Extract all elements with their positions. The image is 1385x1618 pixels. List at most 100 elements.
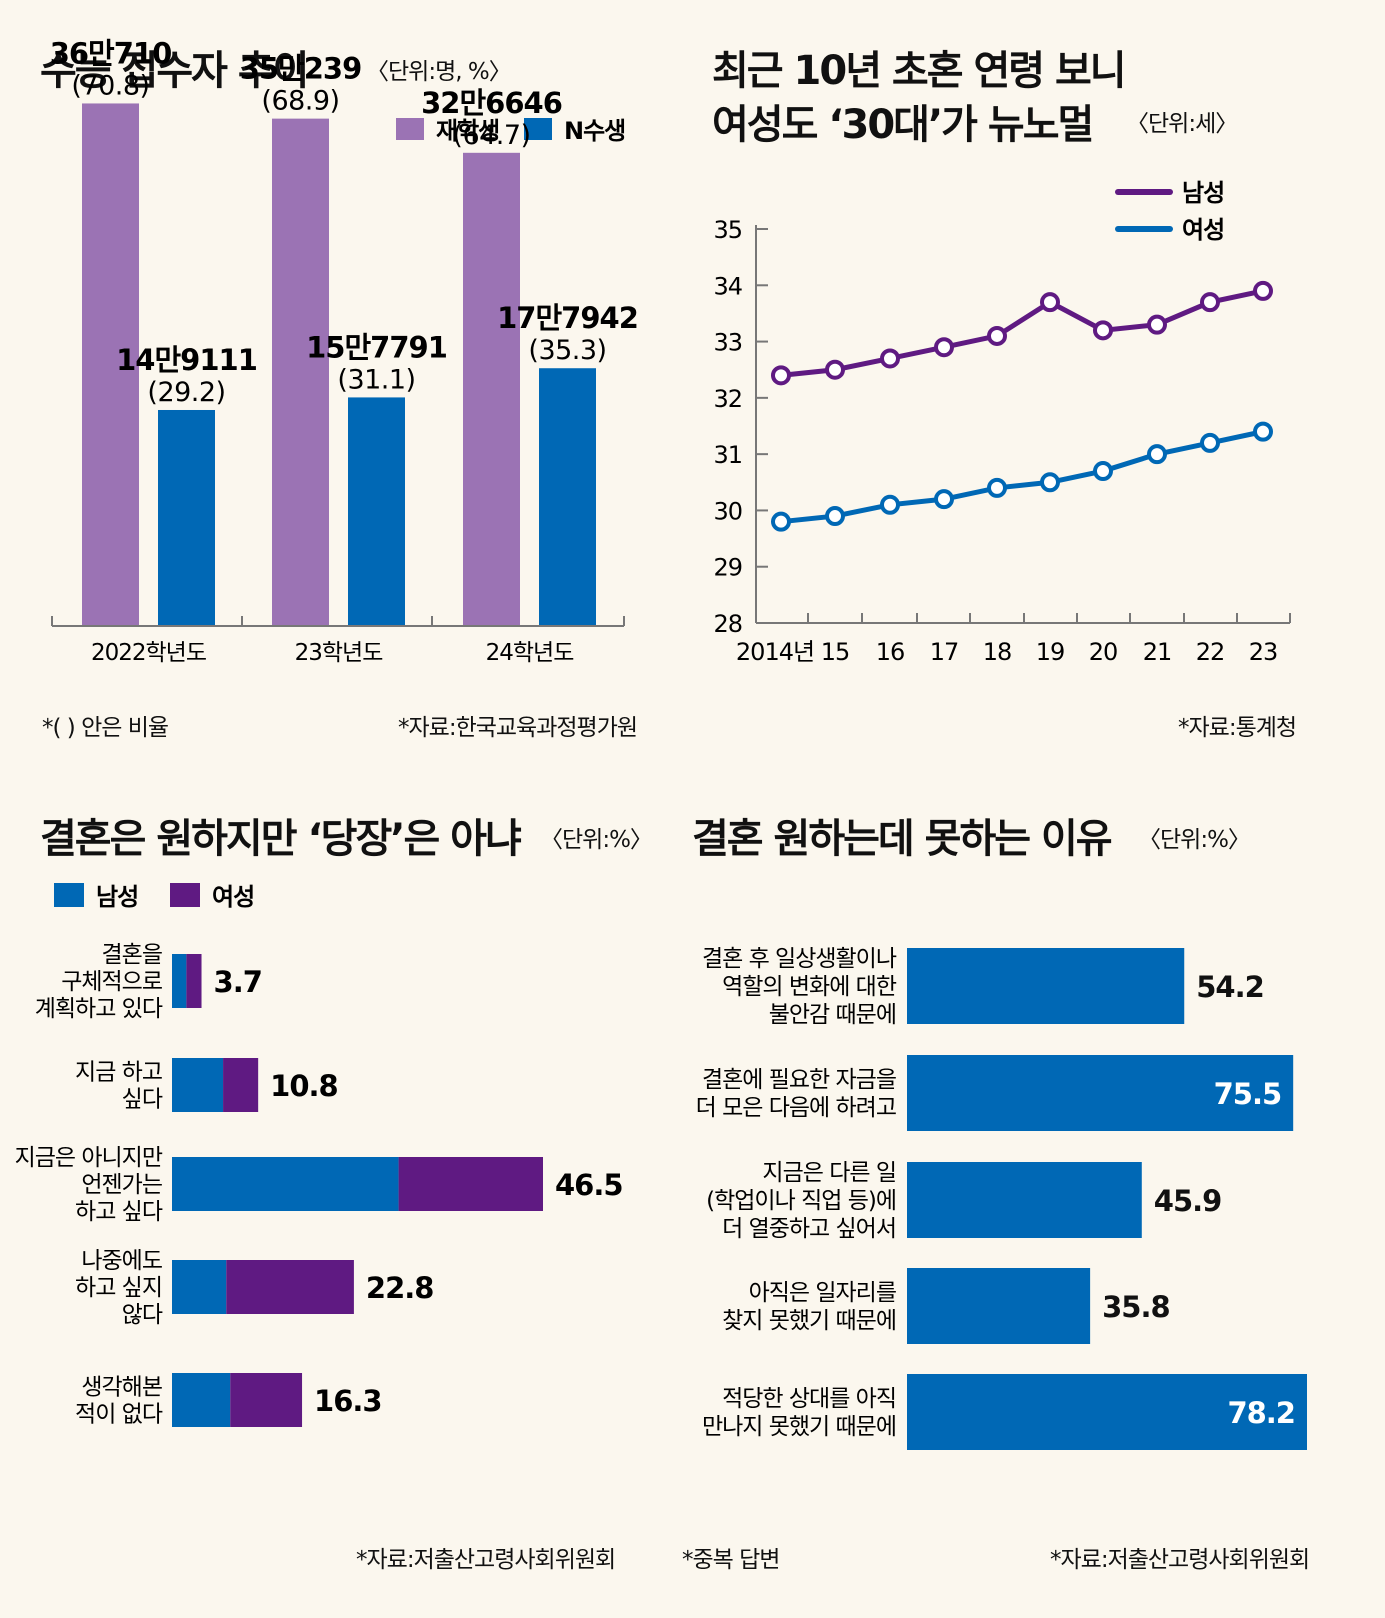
bar-male — [172, 1157, 399, 1211]
data-point — [1200, 292, 1220, 313]
data-point — [1147, 444, 1167, 465]
bar-value-label: 15만7791 — [306, 330, 447, 364]
category-label: 아직은 일자리를 — [749, 1280, 896, 1306]
data-point — [880, 348, 900, 369]
x-tick-label: 15 — [821, 638, 850, 666]
bar-total-label: 10.8 — [270, 1069, 338, 1103]
data-point — [1253, 421, 1273, 442]
bar-reason — [907, 1055, 1294, 1131]
panel1-title: 수능 접수자 추이 — [40, 48, 309, 94]
y-tick-label: 35 — [713, 216, 742, 244]
category-label: 결혼을 — [102, 942, 162, 968]
panel3-title: 결혼은 원하지만 ‘당장’은 아냐 — [40, 816, 522, 862]
data-point — [987, 477, 1007, 498]
data-point — [771, 365, 791, 386]
category-label: (학업이나 직업 등)에 — [706, 1188, 896, 1214]
legend-swatch-0 — [396, 118, 424, 140]
x-tick-label: 22 — [1196, 638, 1225, 666]
data-point — [1093, 461, 1113, 482]
bar-total-label: 46.5 — [555, 1168, 623, 1202]
bar-share-label: (68.9) — [261, 86, 339, 117]
bar-value-label: 36만710 — [50, 36, 172, 70]
bar-1-0 — [272, 118, 329, 627]
bar-share-label: (31.1) — [337, 364, 415, 395]
data-point — [934, 489, 954, 510]
panel2-unit: 〈단위:세〉 — [1126, 111, 1238, 137]
category-label: 지금 하고 — [75, 1060, 162, 1086]
panel4-title: 결혼 원하는데 못하는 이유 — [692, 816, 1113, 862]
category-label: 지금은 아니지만 — [15, 1145, 163, 1171]
panel2-title-line2: 여성도 ‘30대’가 뉴노멀 — [712, 102, 1094, 148]
bar-value-label: 78.2 — [1227, 1396, 1295, 1430]
bar-share-label: (29.2) — [147, 377, 225, 408]
bar-female — [186, 954, 202, 1008]
data-point — [987, 325, 1007, 346]
panel2-title-line1: 최근 10년 초혼 연령 보니 — [712, 48, 1127, 94]
category-label: 하고 싶지 — [75, 1275, 162, 1301]
y-tick-label: 32 — [713, 385, 742, 413]
x-tick-label: 20 — [1089, 638, 1118, 666]
bar-value-label: 54.2 — [1196, 970, 1264, 1004]
x-tick-label: 18 — [983, 638, 1012, 666]
bar-value-label: 35.8 — [1102, 1290, 1170, 1324]
chart-applicants: 재학생 N수생 36만710(70.8) 14만9111(29.2) 2022학년도 35… — [50, 36, 639, 666]
bar-0-1 — [158, 409, 215, 626]
data-point — [1253, 280, 1273, 301]
legend-swatch-1 — [524, 118, 552, 140]
data-point — [1147, 314, 1167, 335]
x-tick-label: 19 — [1036, 638, 1065, 666]
bar-female — [226, 1260, 354, 1314]
bar-value-label: 35만239 — [240, 52, 362, 86]
category-label: 만나지 못했기 때문에 — [702, 1414, 896, 1440]
category-label: 않다 — [122, 1302, 163, 1328]
panel3-unit: 〈단위:%〉 — [540, 827, 653, 853]
bar-total-label: 16.3 — [314, 1384, 382, 1418]
y-tick-label: 34 — [713, 272, 742, 300]
legend-swatch-male — [54, 883, 84, 907]
panel1-source: *자료:한국교육과정평가원 — [398, 715, 638, 741]
x-tick-label: 2014년 — [736, 638, 814, 666]
bar-female — [223, 1058, 259, 1112]
x-tick-label: 17 — [930, 638, 959, 666]
x-tick-label: 23학년도 — [295, 640, 383, 666]
category-label: 지금은 다른 일 — [762, 1160, 896, 1186]
bar-female — [230, 1373, 303, 1427]
bar-value-label: 32만6646 — [421, 86, 562, 120]
category-label: 나중에도 — [81, 1248, 162, 1274]
y-tick-label: 30 — [713, 497, 742, 525]
panel4-note: *중복 답변 — [682, 1547, 780, 1573]
category-label: 싶다 — [122, 1087, 163, 1113]
panel1-note: *( ) 안은 비율 — [42, 715, 169, 741]
category-label: 찾지 못했기 때문에 — [722, 1308, 896, 1334]
x-tick-label: 16 — [876, 638, 905, 666]
bar-2-1 — [539, 368, 596, 626]
category-label: 적이 없다 — [75, 1402, 163, 1428]
series-line-0 — [780, 288, 1264, 378]
category-label: 불안감 때문에 — [769, 1002, 896, 1028]
category-label: 구체적으로 — [61, 969, 162, 995]
panel1-unit: 〈단위:명, %〉 — [366, 59, 512, 85]
category-label: 더 열중하고 싶어서 — [722, 1216, 896, 1242]
panel4-source: *자료:저출산고령사회위원회 — [1050, 1547, 1310, 1573]
legend-swatch-female — [170, 883, 200, 907]
category-label: 결혼에 필요한 자금을 — [702, 1067, 896, 1093]
data-point — [825, 506, 845, 527]
chart-marriage-age: 28 29 30 31 32 33 34 35 2014년 15 16 17 18 19 20 21 22 23 남… — [713, 179, 1291, 666]
bar-2-0 — [463, 152, 520, 626]
y-tick-label: 33 — [713, 329, 742, 357]
data-point — [825, 359, 845, 380]
data-point — [880, 494, 900, 515]
legend-label-1: 여성 — [1182, 216, 1224, 244]
panel2-source: *자료:통계청 — [1178, 715, 1297, 741]
bar-reason — [907, 1268, 1091, 1344]
bar-share-label: (64.7) — [452, 120, 530, 151]
y-tick-label: 29 — [713, 554, 742, 582]
y-tick-label: 28 — [713, 610, 742, 638]
bar-value-label: 75.5 — [1214, 1077, 1282, 1111]
bar-female — [398, 1157, 543, 1211]
bar-male — [172, 1373, 231, 1427]
panel3-source: *자료:저출산고령사회위원회 — [356, 1547, 616, 1573]
bar-1-1 — [348, 397, 405, 626]
category-label: 언젠가는 — [81, 1172, 162, 1198]
